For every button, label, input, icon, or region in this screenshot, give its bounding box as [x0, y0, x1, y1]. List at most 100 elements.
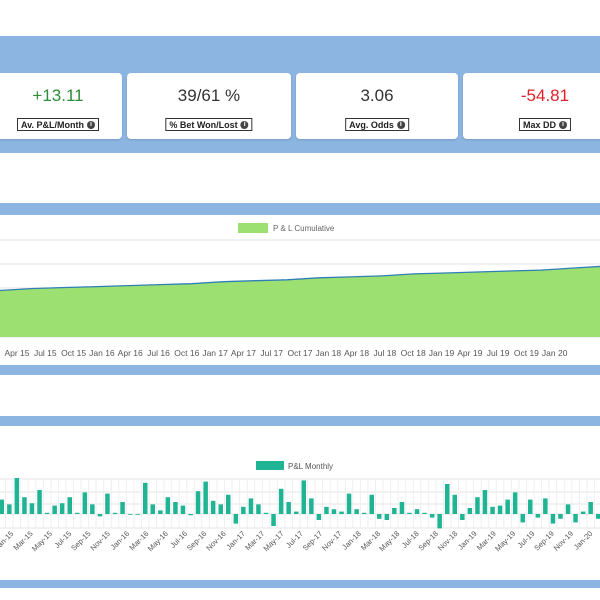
bar: [309, 498, 314, 514]
bar: [263, 512, 269, 514]
x-tick-label: Jan 18: [316, 348, 342, 358]
bar: [475, 497, 480, 514]
stat-value: -54.81: [520, 86, 570, 105]
legend-swatch: [256, 461, 284, 470]
bar: [460, 514, 465, 520]
x-tick-label: Oct 15: [61, 348, 86, 358]
stat-card-avg-odds: 3.06 Avg. Odds i: [296, 73, 458, 139]
bar: [173, 502, 178, 514]
bar: [528, 499, 533, 514]
bar: [120, 502, 125, 514]
bar: [565, 504, 571, 514]
bar: [226, 494, 231, 514]
bar: [188, 514, 193, 516]
x-tick-label: May-17: [262, 529, 286, 553]
bar: [218, 504, 223, 514]
stat-value: +13.11: [32, 86, 84, 105]
bar: [377, 514, 382, 519]
x-tick-label: Oct 16: [174, 348, 199, 358]
bar: [294, 511, 299, 514]
bar: [0, 499, 4, 514]
bar: [271, 514, 276, 526]
stat-label: % Bet Won/Lost i: [165, 118, 253, 131]
bar: [422, 512, 427, 514]
legend-label: P&L Monthly: [288, 462, 333, 471]
x-tick-label: Sep-18: [417, 529, 440, 552]
stat-label: Av. P&L/Month i: [17, 118, 99, 131]
bar: [165, 497, 171, 514]
bar: [82, 492, 88, 514]
monthly-band-bottom: [0, 580, 600, 588]
bar: [573, 514, 578, 523]
x-tick-label: Jan 20: [542, 348, 568, 358]
x-tick-label: Jul 15: [34, 348, 57, 358]
x-tick-label: Nov-19: [552, 529, 575, 552]
bar: [127, 514, 133, 515]
bar: [512, 492, 518, 514]
bar: [52, 505, 57, 514]
x-tick-label: Nov-17: [320, 529, 343, 552]
x-tick-label: Oct 19: [514, 348, 539, 358]
x-tick-label: Jan-19: [456, 529, 479, 552]
bar: [286, 502, 291, 514]
x-tick-label: Oct 18: [401, 348, 426, 358]
bar: [59, 503, 65, 514]
x-tick-label: Jan 17: [202, 348, 228, 358]
bar: [361, 512, 367, 514]
bar: [143, 482, 148, 514]
bar: [256, 504, 261, 514]
x-tick-label: Jan-18: [340, 529, 363, 552]
bar: [75, 512, 80, 514]
bar: [233, 514, 239, 524]
bar: [482, 490, 488, 514]
bar: [44, 512, 50, 514]
bar: [14, 478, 20, 514]
x-tick-label: Oct 17: [287, 348, 312, 358]
bar: [535, 514, 541, 518]
stat-card-bet-won-lost: 39/61 % % Bet Won/Lost i: [127, 73, 291, 139]
bar: [354, 509, 359, 514]
bar: [437, 514, 442, 529]
bar: [112, 512, 118, 514]
bar: [150, 504, 155, 514]
info-icon[interactable]: i: [87, 121, 95, 129]
bar: [203, 481, 208, 514]
bar: [346, 493, 352, 514]
bar: [399, 502, 405, 514]
bar: [316, 514, 322, 520]
info-icon[interactable]: i: [396, 121, 405, 129]
x-tick-label: Jul 18: [374, 348, 397, 358]
bar: [467, 508, 473, 514]
x-tick-label: Jan-20: [572, 529, 595, 552]
stat-label: Avg. Odds i: [345, 118, 409, 131]
bar: [97, 514, 103, 517]
x-tick-label: Jul 17: [260, 348, 283, 358]
bar: [331, 509, 337, 514]
cumulative-band-top: [0, 203, 600, 215]
area-fill: [0, 266, 600, 337]
x-tick-label: Jan 16: [89, 348, 115, 358]
bar: [278, 488, 284, 514]
bar: [490, 506, 495, 514]
info-icon[interactable]: i: [240, 121, 249, 129]
legend-label: P & L Cumulative: [273, 224, 335, 233]
bar: [520, 514, 525, 523]
area-line: [0, 265, 600, 292]
monthly-chart: P&L MonthlyJan-15Mar-15May-15Jul-15Sep-1…: [0, 461, 600, 553]
bar: [158, 510, 163, 514]
x-tick-label: May-16: [146, 529, 170, 553]
bar: [241, 506, 246, 514]
x-tick-label: Sep-19: [532, 529, 555, 552]
stat-card-max-dd: -54.81 Max DD i: [463, 73, 600, 139]
bar: [22, 497, 27, 514]
bar: [180, 505, 186, 514]
bar: [580, 511, 586, 514]
bar: [90, 504, 95, 514]
info-icon[interactable]: i: [559, 121, 568, 129]
bar: [497, 505, 503, 514]
bar: [324, 506, 329, 514]
bar: [210, 500, 216, 514]
bar: [588, 502, 593, 514]
bar: [414, 509, 420, 514]
bar: [369, 494, 374, 514]
